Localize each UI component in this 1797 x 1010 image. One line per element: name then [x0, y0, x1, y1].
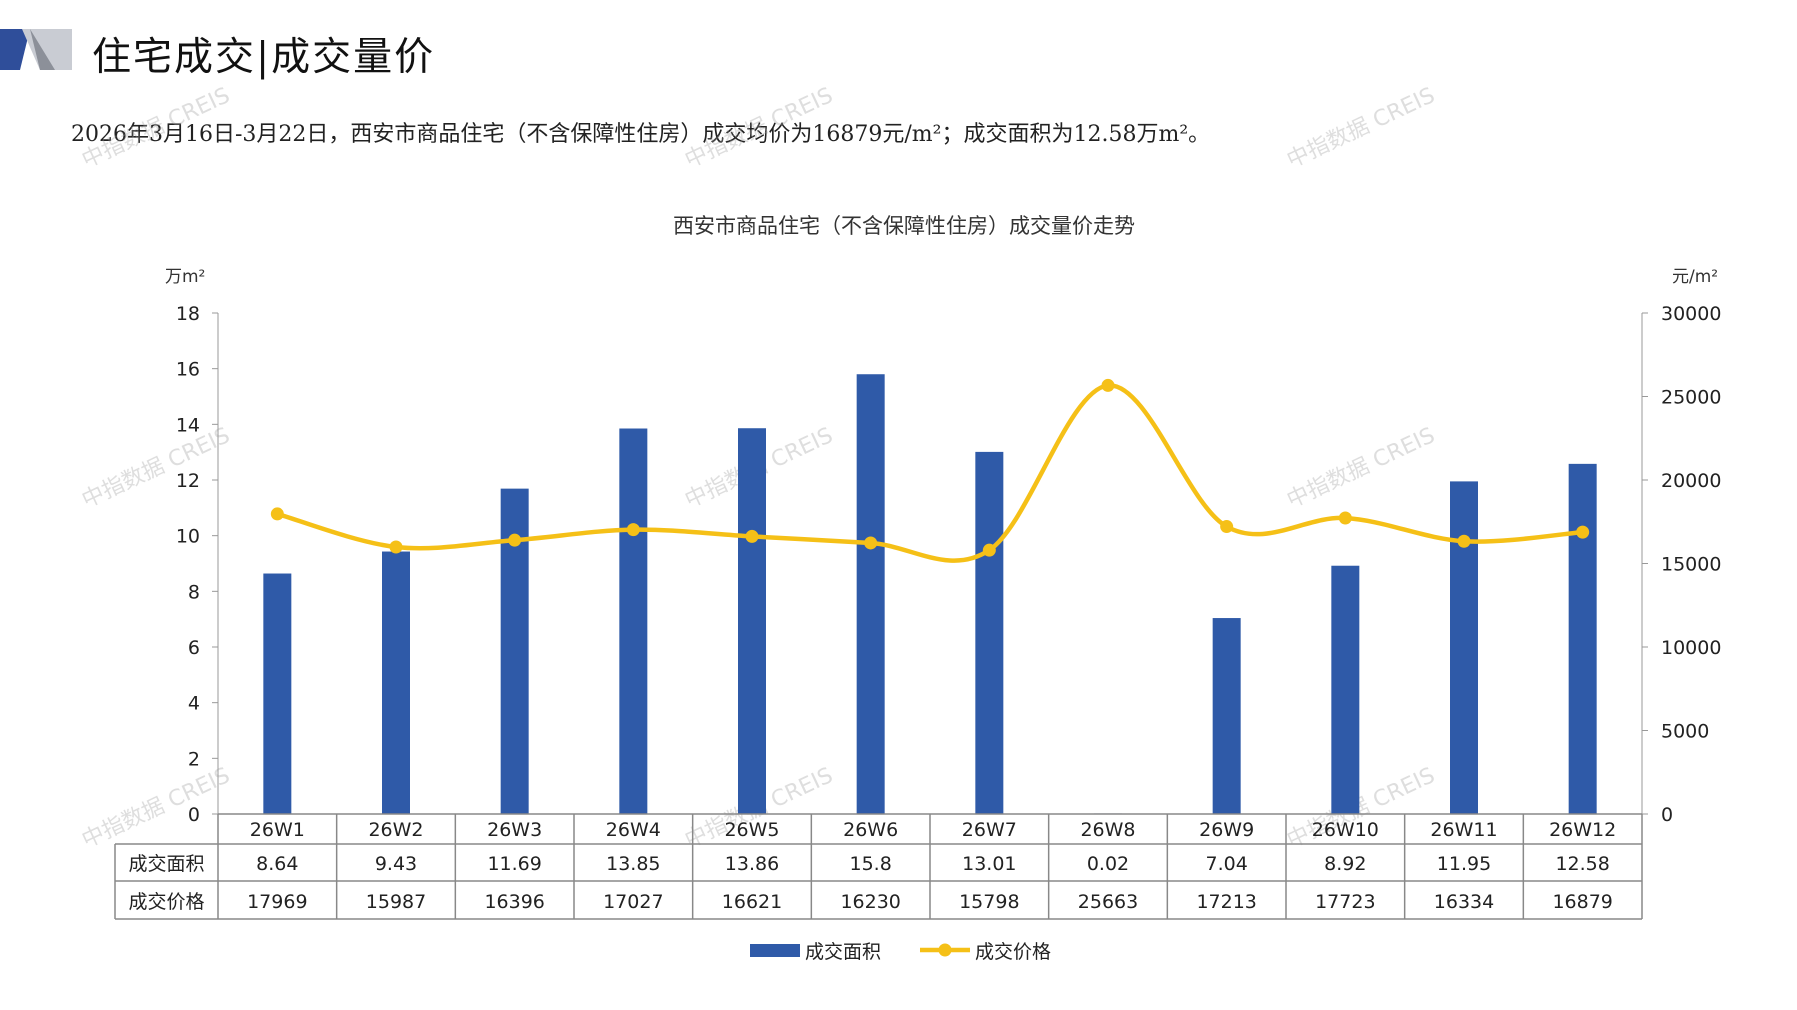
table-cell-area: 11.95	[1437, 853, 1491, 875]
x-tick-label: 26W12	[1549, 819, 1616, 841]
left-tick-label: 2	[188, 748, 200, 770]
table-row-label-price: 成交价格	[128, 891, 204, 913]
x-tick-label: 26W11	[1430, 819, 1497, 841]
price-point-26W1	[270, 507, 284, 521]
x-tick-label: 26W9	[1199, 819, 1254, 841]
bar-26W7	[975, 451, 1004, 814]
table-cell-area: 13.01	[962, 853, 1016, 875]
left-tick-label: 12	[176, 470, 200, 492]
table-cell-price: 16334	[1434, 891, 1494, 913]
price-point-26W12	[1576, 525, 1590, 539]
table-cell-area: 11.69	[487, 853, 541, 875]
right-tick-label: 0	[1661, 804, 1673, 826]
price-point-26W9	[1220, 520, 1234, 534]
table-cell-price: 17969	[247, 891, 307, 913]
table-cell-price: 17027	[603, 891, 663, 913]
table-cell-area: 9.43	[375, 853, 417, 875]
right-tick-label: 20000	[1661, 470, 1721, 492]
table-cell-area: 13.86	[725, 853, 779, 875]
left-tick-label: 4	[188, 693, 200, 715]
table-cell-price: 25663	[1078, 891, 1138, 913]
x-tick-label: 26W4	[606, 819, 661, 841]
right-tick-label: 15000	[1661, 554, 1721, 576]
x-tick-label: 26W1	[250, 819, 305, 841]
legend-label-price: 成交价格	[975, 941, 1051, 963]
price-line	[276, 383, 1583, 563]
left-axis-unit: 万m²	[165, 267, 205, 287]
bar-26W5	[738, 428, 766, 814]
bar-26W1	[263, 573, 292, 814]
left-tick-label: 6	[188, 637, 200, 659]
bar-26W8	[1094, 813, 1122, 814]
table-cell-price: 15798	[959, 891, 1019, 913]
table-cell-area: 7.04	[1206, 853, 1248, 875]
legend-swatch-area	[750, 944, 800, 957]
x-tick-label: 26W7	[962, 819, 1017, 841]
bar-26W12	[1568, 463, 1597, 814]
table-cell-price: 15987	[366, 891, 426, 913]
x-tick-label: 26W10	[1312, 819, 1379, 841]
watermark: 中指数据 CREIS	[1283, 763, 1439, 854]
price-point-26W6	[864, 536, 878, 550]
price-point-26W10	[1338, 511, 1352, 525]
right-tick-label: 30000	[1661, 303, 1721, 325]
table-row-label-area: 成交面积	[128, 853, 204, 875]
price-point-26W8	[1101, 378, 1115, 392]
bar-26W6	[856, 374, 885, 814]
price-point-26W2	[389, 540, 403, 554]
logo-mark	[0, 29, 72, 70]
bar-26W10	[1331, 565, 1360, 814]
price-point-26W5	[745, 529, 759, 543]
table-cell-area: 12.58	[1555, 853, 1609, 875]
watermark: 中指数据 CREIS	[1283, 423, 1439, 514]
bar-26W11	[1450, 481, 1478, 814]
table-cell-price: 16879	[1552, 891, 1612, 913]
right-tick-label: 10000	[1661, 637, 1721, 659]
x-tick-label: 26W3	[487, 819, 542, 841]
table-cell-price: 16396	[484, 891, 544, 913]
watermark: 中指数据 CREIS	[681, 763, 837, 854]
right-tick-label: 25000	[1661, 387, 1721, 409]
left-tick-label: 10	[176, 526, 200, 548]
x-tick-label: 26W5	[724, 819, 779, 841]
left-tick-label: 0	[188, 804, 200, 826]
table-cell-area: 8.64	[256, 853, 298, 875]
table-cell-area: 0.02	[1087, 853, 1129, 875]
table-cell-area: 15.8	[850, 853, 892, 875]
watermark: 中指数据 CREIS	[1283, 83, 1439, 174]
right-tick-label: 5000	[1661, 721, 1709, 743]
left-tick-label: 18	[176, 303, 200, 325]
price-point-26W4	[626, 523, 640, 537]
right-axis-unit: 元/m²	[1672, 267, 1718, 287]
bar-26W2	[382, 551, 410, 814]
price-point-26W7	[982, 543, 996, 557]
table-cell-price: 16621	[722, 891, 782, 913]
legend-label-area: 成交面积	[805, 941, 881, 963]
x-tick-label: 26W8	[1080, 819, 1135, 841]
bar-26W4	[619, 428, 648, 814]
table-cell-area: 13.85	[606, 853, 660, 875]
watermark: 中指数据 CREIS	[681, 423, 837, 514]
bar-26W9	[1212, 618, 1241, 814]
table-cell-price: 17213	[1196, 891, 1256, 913]
left-tick-label: 16	[176, 359, 200, 381]
page-title: 住宅成交|成交量价	[92, 35, 436, 80]
x-tick-label: 26W6	[843, 819, 898, 841]
left-tick-label: 8	[188, 581, 200, 603]
left-tick-label: 14	[176, 414, 200, 436]
price-point-26W11	[1457, 534, 1471, 548]
chart-title: 西安市商品住宅（不含保障性住房）成交量价走势	[673, 214, 1135, 238]
bar-26W3	[500, 488, 529, 814]
table-cell-price: 17723	[1315, 891, 1375, 913]
table-cell-price: 16230	[840, 891, 900, 913]
summary-text: 2026年3月16日-3月22日，西安市商品住宅（不含保障性住房）成交均价为16…	[71, 122, 1211, 147]
watermark: 中指数据 CREIS	[78, 763, 234, 854]
legend-marker-price	[938, 943, 952, 957]
x-tick-label: 26W2	[368, 819, 423, 841]
table-cell-area: 8.92	[1324, 853, 1366, 875]
watermark: 中指数据 CREIS	[78, 423, 234, 514]
price-point-26W3	[508, 533, 522, 547]
